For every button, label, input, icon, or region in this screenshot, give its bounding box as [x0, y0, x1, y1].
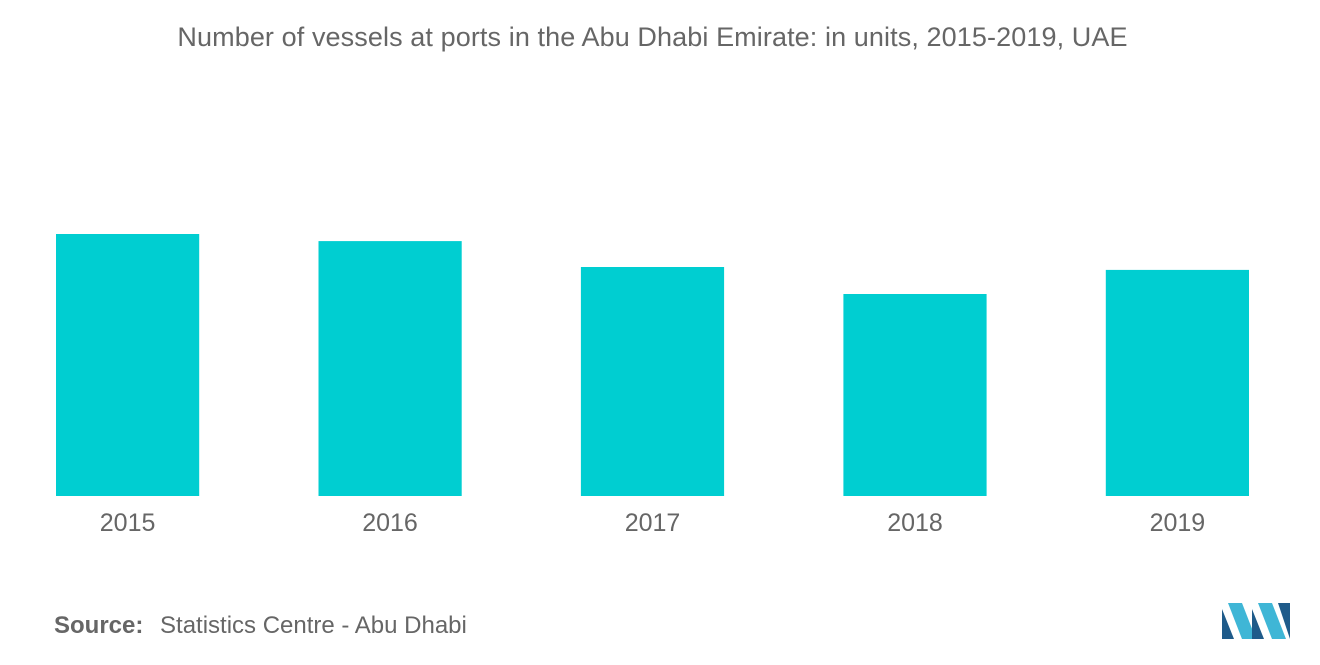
bar-2015 — [56, 234, 200, 496]
bar-2016 — [318, 241, 462, 496]
bar-2019 — [1105, 269, 1249, 496]
source-label: Source: — [54, 612, 144, 639]
source-text: Statistics Centre - Abu Dhabi — [160, 612, 467, 639]
x-tick-label-2018: 2018 — [887, 509, 943, 537]
x-tick-label-2019: 2019 — [1150, 509, 1206, 537]
bar-chart: 2015 2016 2017 2018 2019 — [56, 234, 1249, 537]
chart-title: Number of vessels at ports in the Abu Dh… — [177, 22, 1128, 52]
bar-2018 — [843, 294, 987, 496]
x-tick-labels: 2015 2016 2017 2018 2019 — [100, 509, 1205, 537]
mordor-logo-icon — [1222, 603, 1290, 639]
source-line: Source: Statistics Centre - Abu Dhabi — [54, 612, 467, 640]
x-tick-label-2016: 2016 — [362, 509, 418, 537]
x-tick-label-2017: 2017 — [625, 509, 681, 537]
bar-2017 — [580, 267, 725, 496]
x-tick-label-2015: 2015 — [100, 509, 156, 537]
bars-group — [56, 234, 1249, 496]
